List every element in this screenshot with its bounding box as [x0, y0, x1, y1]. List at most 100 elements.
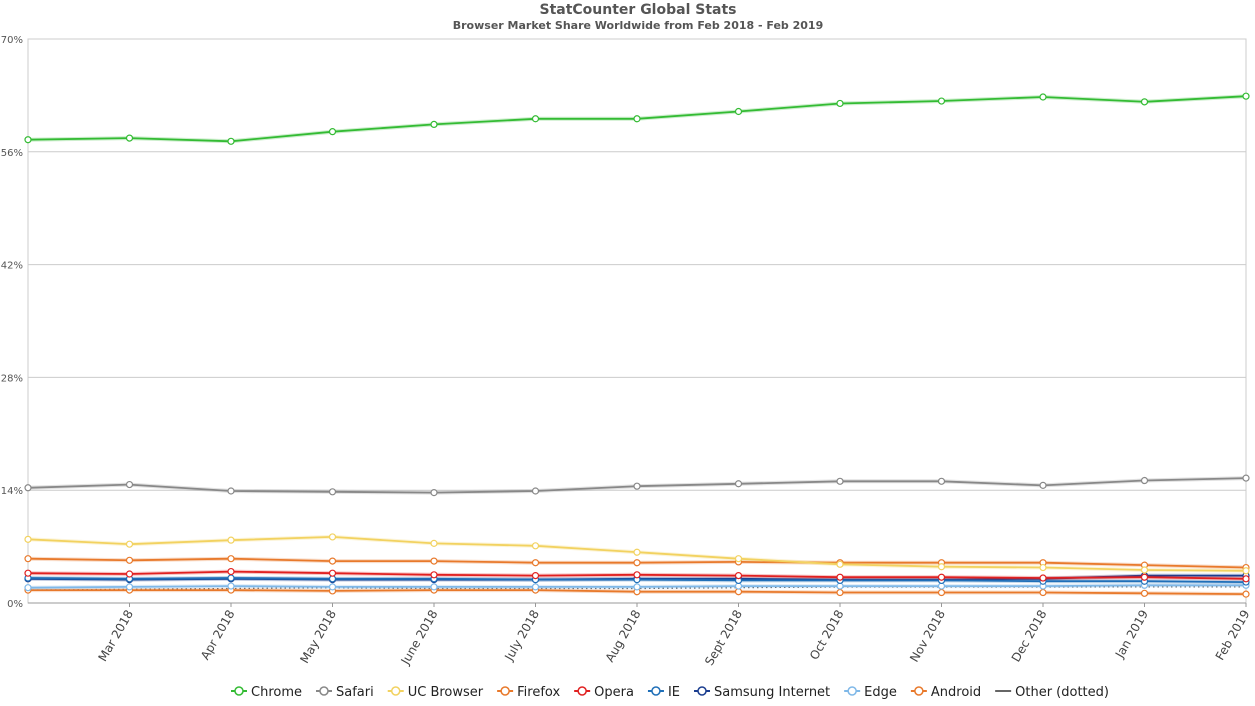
legend-item-uc-browser[interactable]: UC Browser [387, 685, 484, 700]
data-point-chrome[interactable] [1242, 92, 1250, 100]
data-point-chrome[interactable] [125, 134, 134, 142]
data-point-android[interactable] [836, 588, 844, 597]
data-point-opera[interactable] [836, 573, 844, 581]
data-point-uc-browser[interactable] [24, 535, 32, 543]
data-point-opera[interactable] [734, 572, 743, 580]
data-point-firefox[interactable] [227, 555, 235, 563]
legend-label: Opera [594, 685, 634, 700]
x-tick-label: July 2018 [502, 608, 543, 664]
data-point-android[interactable] [1140, 589, 1149, 597]
data-point-chrome[interactable] [24, 136, 32, 144]
y-tick-label: 28% [1, 373, 23, 384]
data-point-edge[interactable] [328, 583, 337, 591]
data-point-firefox[interactable] [24, 555, 32, 563]
data-point-chrome[interactable] [734, 107, 743, 116]
legend-label: Chrome [251, 685, 302, 700]
x-tick-label: Oct 2018 [807, 608, 847, 663]
data-point-uc-browser[interactable] [1242, 567, 1250, 575]
x-tick-label: Dec 2018 [1009, 608, 1050, 665]
data-point-uc-browser[interactable] [1039, 563, 1047, 572]
data-point-safari[interactable] [937, 477, 946, 485]
data-point-opera[interactable] [24, 569, 32, 577]
legend-item-firefox[interactable]: Firefox [497, 685, 560, 700]
data-point-safari[interactable] [430, 489, 438, 497]
data-point-firefox[interactable] [531, 559, 540, 567]
data-point-safari[interactable] [1039, 481, 1047, 489]
data-point-android[interactable] [937, 588, 946, 597]
x-tick-label: May 2018 [297, 608, 339, 666]
legend-item-chrome[interactable]: Chrome [231, 685, 302, 700]
data-point-uc-browser[interactable] [328, 533, 337, 541]
legend-item-edge[interactable]: Edge [844, 685, 897, 700]
data-point-edge[interactable] [430, 583, 438, 591]
data-point-android[interactable] [1039, 588, 1047, 597]
data-point-edge[interactable] [24, 584, 32, 592]
data-point-firefox[interactable] [328, 557, 337, 565]
data-point-safari[interactable] [328, 488, 337, 496]
legend-marker [500, 686, 510, 696]
plot-border [27, 38, 1247, 604]
chart-subtitle: Browser Market Share Worldwide from Feb … [453, 19, 824, 32]
data-point-ie[interactable] [227, 574, 235, 582]
data-point-chrome[interactable] [1039, 93, 1047, 101]
data-point-uc-browser[interactable] [836, 560, 844, 568]
data-point-safari[interactable] [633, 482, 641, 490]
y-tick-label: 56% [1, 148, 23, 159]
data-point-chrome[interactable] [836, 99, 844, 108]
legend-label: Edge [864, 685, 897, 700]
legend-label: UC Browser [408, 685, 484, 700]
data-point-opera[interactable] [531, 572, 540, 580]
data-point-chrome[interactable] [1140, 98, 1149, 106]
data-point-opera[interactable] [328, 569, 337, 577]
data-point-edge[interactable] [633, 583, 641, 591]
data-point-opera[interactable] [937, 573, 946, 581]
legend-marker [234, 686, 244, 696]
data-point-opera[interactable] [1140, 573, 1149, 581]
legend-item-samsung-internet[interactable]: Samsung Internet [694, 685, 830, 700]
legend-marker [577, 686, 587, 696]
data-point-firefox[interactable] [430, 557, 438, 565]
data-point-chrome[interactable] [227, 137, 235, 145]
data-point-uc-browser[interactable] [633, 548, 641, 556]
data-point-edge[interactable] [531, 583, 540, 591]
legend-item-android[interactable]: Android [910, 685, 981, 700]
data-point-uc-browser[interactable] [531, 542, 540, 550]
data-point-uc-browser[interactable] [1140, 566, 1149, 574]
data-point-chrome[interactable] [430, 120, 438, 129]
legend-item-ie[interactable]: IE [647, 685, 680, 700]
data-point-chrome[interactable] [531, 115, 540, 123]
data-point-safari[interactable] [531, 487, 540, 495]
data-point-chrome[interactable] [633, 115, 641, 123]
data-point-chrome[interactable] [328, 128, 337, 136]
data-point-uc-browser[interactable] [125, 540, 134, 548]
data-point-opera[interactable] [125, 570, 134, 578]
data-point-uc-browser[interactable] [227, 536, 235, 544]
data-point-opera[interactable] [430, 571, 438, 579]
data-point-firefox[interactable] [633, 559, 641, 567]
legend-item-other-dotted[interactable]: Other (dotted) [995, 685, 1109, 700]
data-point-opera[interactable] [227, 567, 235, 576]
data-point-opera[interactable] [1242, 575, 1250, 583]
data-point-firefox[interactable] [125, 556, 134, 564]
data-point-safari[interactable] [24, 484, 32, 492]
data-point-opera[interactable] [1039, 574, 1047, 582]
data-point-edge[interactable] [227, 582, 235, 590]
data-point-safari[interactable] [1140, 476, 1149, 485]
data-point-safari[interactable] [125, 480, 134, 489]
legend-item-safari[interactable]: Safari [316, 685, 374, 700]
data-point-uc-browser[interactable] [937, 563, 946, 571]
data-point-uc-browser[interactable] [430, 539, 438, 547]
data-point-safari[interactable] [1242, 474, 1250, 482]
legend-label: IE [668, 685, 680, 700]
data-point-uc-browser[interactable] [734, 555, 743, 563]
data-point-edge[interactable] [125, 583, 134, 591]
points-layer [24, 92, 1250, 598]
y-tick-label: 42% [1, 261, 23, 272]
legend-item-opera[interactable]: Opera [574, 685, 634, 700]
data-point-safari[interactable] [836, 477, 844, 485]
data-point-android[interactable] [1242, 590, 1250, 598]
data-point-chrome[interactable] [937, 97, 946, 105]
data-point-safari[interactable] [734, 480, 743, 488]
data-point-safari[interactable] [227, 487, 235, 495]
data-point-opera[interactable] [633, 571, 641, 579]
